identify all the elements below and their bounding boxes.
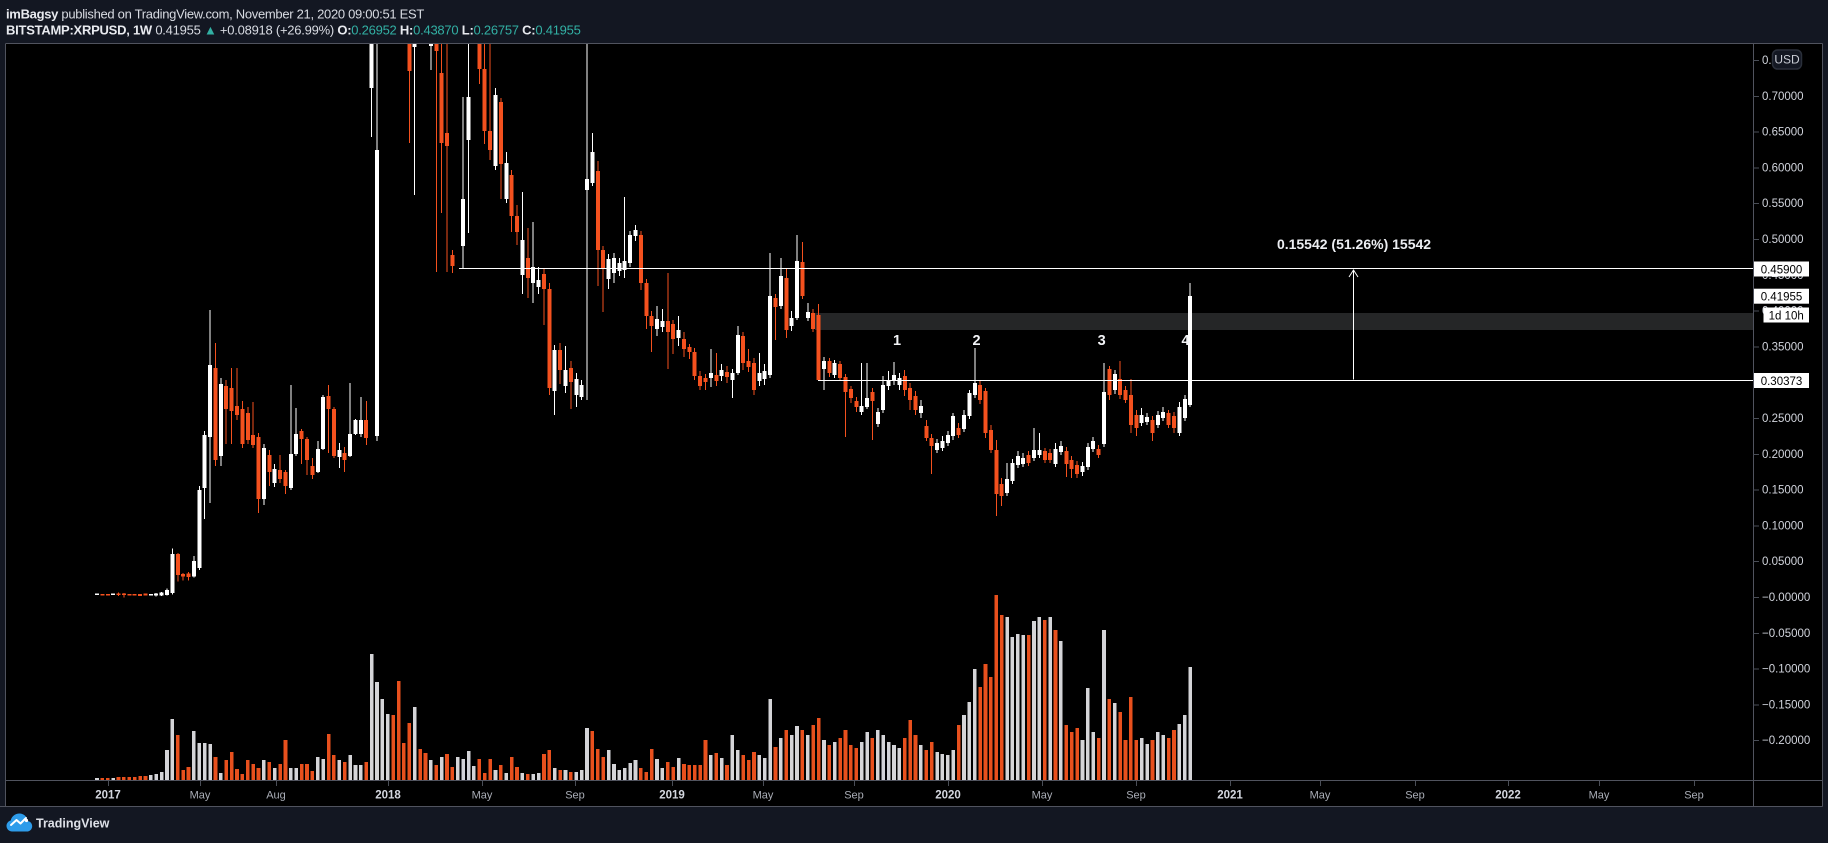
svg-text:2021: 2021 (1217, 790, 1243, 802)
svg-text:Sep: Sep (1126, 790, 1146, 802)
svg-text:0.15542 (51.26%) 15542: 0.15542 (51.26%) 15542 (1277, 236, 1431, 252)
svg-text:0.15000: 0.15000 (1762, 485, 1804, 497)
svg-text:0.65000: 0.65000 (1762, 127, 1804, 139)
svg-text:May: May (753, 790, 774, 802)
svg-text:0.25000: 0.25000 (1762, 413, 1804, 425)
svg-text:imBagsy published on TradingVi: imBagsy published on TradingView.com, No… (6, 7, 424, 22)
svg-text:TradingView: TradingView (36, 817, 110, 831)
svg-text:4: 4 (1181, 333, 1189, 349)
svg-text:May: May (472, 790, 493, 802)
svg-text:1: 1 (893, 333, 901, 349)
svg-text:Sep: Sep (844, 790, 864, 802)
svg-text:Sep: Sep (1405, 790, 1425, 802)
svg-text:2022: 2022 (1495, 790, 1521, 802)
svg-text:2: 2 (972, 333, 980, 349)
svg-text:Sep: Sep (565, 790, 585, 802)
svg-text:BITSTAMP:XRPUSD, 1W 0.41955 ▲: BITSTAMP:XRPUSD, 1W 0.41955 ▲ +0.08918 (… (6, 23, 581, 38)
svg-text:1d 10h: 1d 10h (1769, 311, 1804, 323)
svg-text:0.45900: 0.45900 (1761, 265, 1803, 277)
svg-text:−0.20000: −0.20000 (1762, 735, 1810, 747)
svg-text:0.20000: 0.20000 (1762, 449, 1804, 461)
svg-text:0.41955: 0.41955 (1761, 292, 1803, 304)
svg-text:0.10000: 0.10000 (1762, 520, 1804, 532)
svg-text:Sep: Sep (1684, 790, 1704, 802)
svg-text:−0.10000: −0.10000 (1762, 664, 1810, 676)
svg-text:Aug: Aug (266, 790, 286, 802)
svg-text:May: May (1589, 790, 1610, 802)
svg-text:May: May (1032, 790, 1053, 802)
svg-text:0.30373: 0.30373 (1761, 376, 1803, 388)
svg-text:May: May (1310, 790, 1331, 802)
svg-text:2017: 2017 (95, 790, 121, 802)
svg-text:May: May (190, 790, 211, 802)
svg-text:−0.15000: −0.15000 (1762, 699, 1810, 711)
svg-text:0.55000: 0.55000 (1762, 198, 1804, 210)
svg-text:0.50000: 0.50000 (1762, 234, 1804, 246)
svg-text:0.35000: 0.35000 (1762, 341, 1804, 353)
svg-text:USD: USD (1774, 53, 1800, 67)
svg-text:2019: 2019 (659, 790, 685, 802)
svg-text:2020: 2020 (935, 790, 961, 802)
svg-text:3: 3 (1098, 333, 1106, 349)
svg-text:−0.05000: −0.05000 (1762, 628, 1810, 640)
svg-text:−0.00000: −0.00000 (1762, 592, 1810, 604)
svg-text:0.05000: 0.05000 (1762, 556, 1804, 568)
svg-text:0.70000: 0.70000 (1762, 91, 1804, 103)
svg-text:2018: 2018 (375, 790, 401, 802)
svg-text:0.60000: 0.60000 (1762, 162, 1804, 174)
svg-text:0.: 0. (1762, 55, 1772, 67)
